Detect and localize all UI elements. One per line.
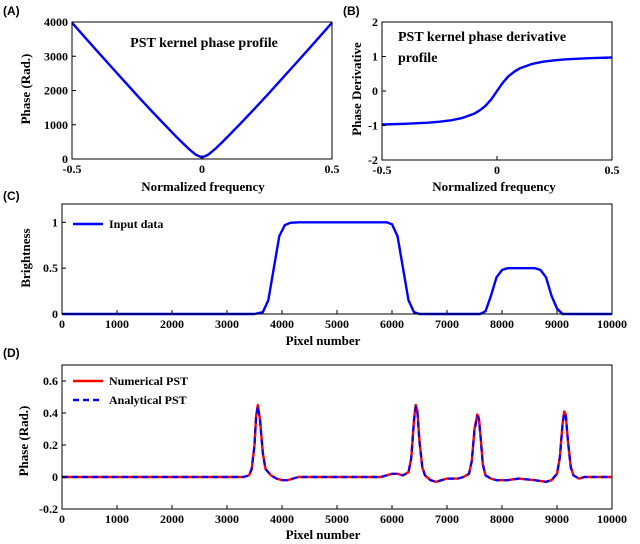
panel-c-xtick-label: 10000: [597, 317, 627, 331]
panel-b-xtick-label: 0.5: [605, 163, 620, 177]
panel-b-xlabel: Normalized frequency: [432, 179, 556, 194]
panel-c-xtick-label: 7000: [435, 317, 459, 331]
panel-d-ylabel: Phase (Rad.): [16, 406, 31, 477]
panel-c-series-1-line: [62, 221, 612, 316]
panel-d-xtick-label: 1000: [105, 512, 129, 526]
panel-c-xtick-label: 1000: [105, 317, 129, 331]
panel-c-chart: 0 1000 2000 3000 4000 5000 6000 7000 8000 9000 100…: [43, 203, 627, 331]
panel-d-series-2-line: [62, 405, 612, 483]
panel-d-xlabel: Pixel number: [286, 527, 361, 542]
panel-c-xtick-label: 3000: [215, 317, 239, 331]
panel-c-xtick-label: 6000: [380, 317, 404, 331]
panel-c-ylabel: Brightness: [18, 228, 33, 287]
panel-d-legend-label-2: Analytical PST: [109, 393, 187, 407]
panel-b-ytick-label: -1: [368, 119, 378, 133]
panel-a-xtick-label: -0.5: [63, 162, 82, 176]
panel-a-ytick-label: 1000: [44, 118, 68, 132]
panel-d-xtick-label: 10000: [597, 512, 627, 526]
panel-a-xtick-label: 0.5: [325, 162, 340, 176]
panel-a-label: (A): [3, 4, 20, 18]
panel-d-label: (D): [3, 346, 20, 360]
panel-b-ytick-label: 1: [372, 50, 378, 64]
panel-a-ylabel: Phase (Rad.): [18, 54, 33, 125]
panel-a-ytick-label: 2000: [44, 84, 68, 98]
panel-d-ytick-label: 0.4: [43, 406, 58, 420]
panel-b-ytick-label: -2: [368, 153, 378, 167]
panel-c-label: (C): [3, 189, 20, 203]
panel-c-xtick-label: 9000: [545, 317, 569, 331]
panel-c-xtick-label: 4000: [270, 317, 294, 331]
panel-d-ytick-label: -0.2: [39, 502, 58, 516]
panel-c-xlabel: Pixel number: [286, 333, 361, 348]
panel-a-title: PST kernel phase profile: [130, 36, 278, 51]
panel-b-xtick-label: 0: [494, 163, 500, 177]
panel-a-ytick-label: 0: [62, 152, 68, 166]
panel-b-title-line1: PST kernel phase derivative: [398, 30, 566, 45]
panel-b-ylabel: Phase Derivative: [349, 42, 364, 136]
panel-d-xtick-label: 8000: [490, 512, 514, 526]
panel-d-xtick-label: 6000: [380, 512, 404, 526]
panel-d-chart: 0 1000 2000 3000 4000 5000 6000 7000 8000 9000 100…: [39, 364, 627, 526]
panel-d-xtick-label: 7000: [435, 512, 459, 526]
panel-d-xtick-label: 4000: [270, 512, 294, 526]
panel-d-xtick-label: 9000: [545, 512, 569, 526]
panel-b-title-line2: profile: [398, 51, 437, 66]
panel-b-xtick-label: -0.5: [373, 163, 392, 177]
panel-a-ytick-label: 3000: [44, 49, 68, 63]
panel-d-ytick-label: 0.2: [43, 438, 58, 452]
panel-c-xtick-label: 2000: [160, 317, 184, 331]
panel-d-xtick-label: 2000: [160, 512, 184, 526]
panel-c-ytick-label: 1: [52, 215, 58, 229]
panel-d-xtick-label: 3000: [215, 512, 239, 526]
panel-d-ytick-label: 0.6: [43, 374, 58, 388]
panel-c-xtick-label: 0: [59, 317, 65, 331]
panel-d-ytick-label: 0: [52, 470, 58, 484]
panel-b-label: (B): [343, 4, 360, 18]
panel-c-ytick-label: 0: [52, 307, 58, 321]
panel-b-ytick-label: 0: [372, 84, 378, 98]
panel-c-xtick-label: 8000: [490, 317, 514, 331]
panel-d-xtick-label: 0: [59, 512, 65, 526]
panel-d-series-1-line: [62, 403, 612, 483]
panel-a-ytick-label: 4000: [44, 15, 68, 29]
panel-c-xtick-label: 5000: [325, 317, 349, 331]
panel-c-ytick-label: 0.5: [43, 261, 58, 275]
panel-a-xlabel: Normalized frequency: [141, 179, 265, 194]
panel-d-legend-label-1: Numerical PST: [109, 374, 188, 388]
panel-b-ytick-label: 2: [372, 15, 378, 29]
panel-b-series-1-line: [381, 56, 613, 126]
panel-d-xtick-label: 5000: [325, 512, 349, 526]
panel-a-xtick-label: 0: [199, 162, 205, 176]
panel-c-legend-label-1: Input data: [109, 217, 163, 231]
panel-b-chart: -0.5 0 0.5 -2 -1 0 1 2: [368, 15, 620, 177]
